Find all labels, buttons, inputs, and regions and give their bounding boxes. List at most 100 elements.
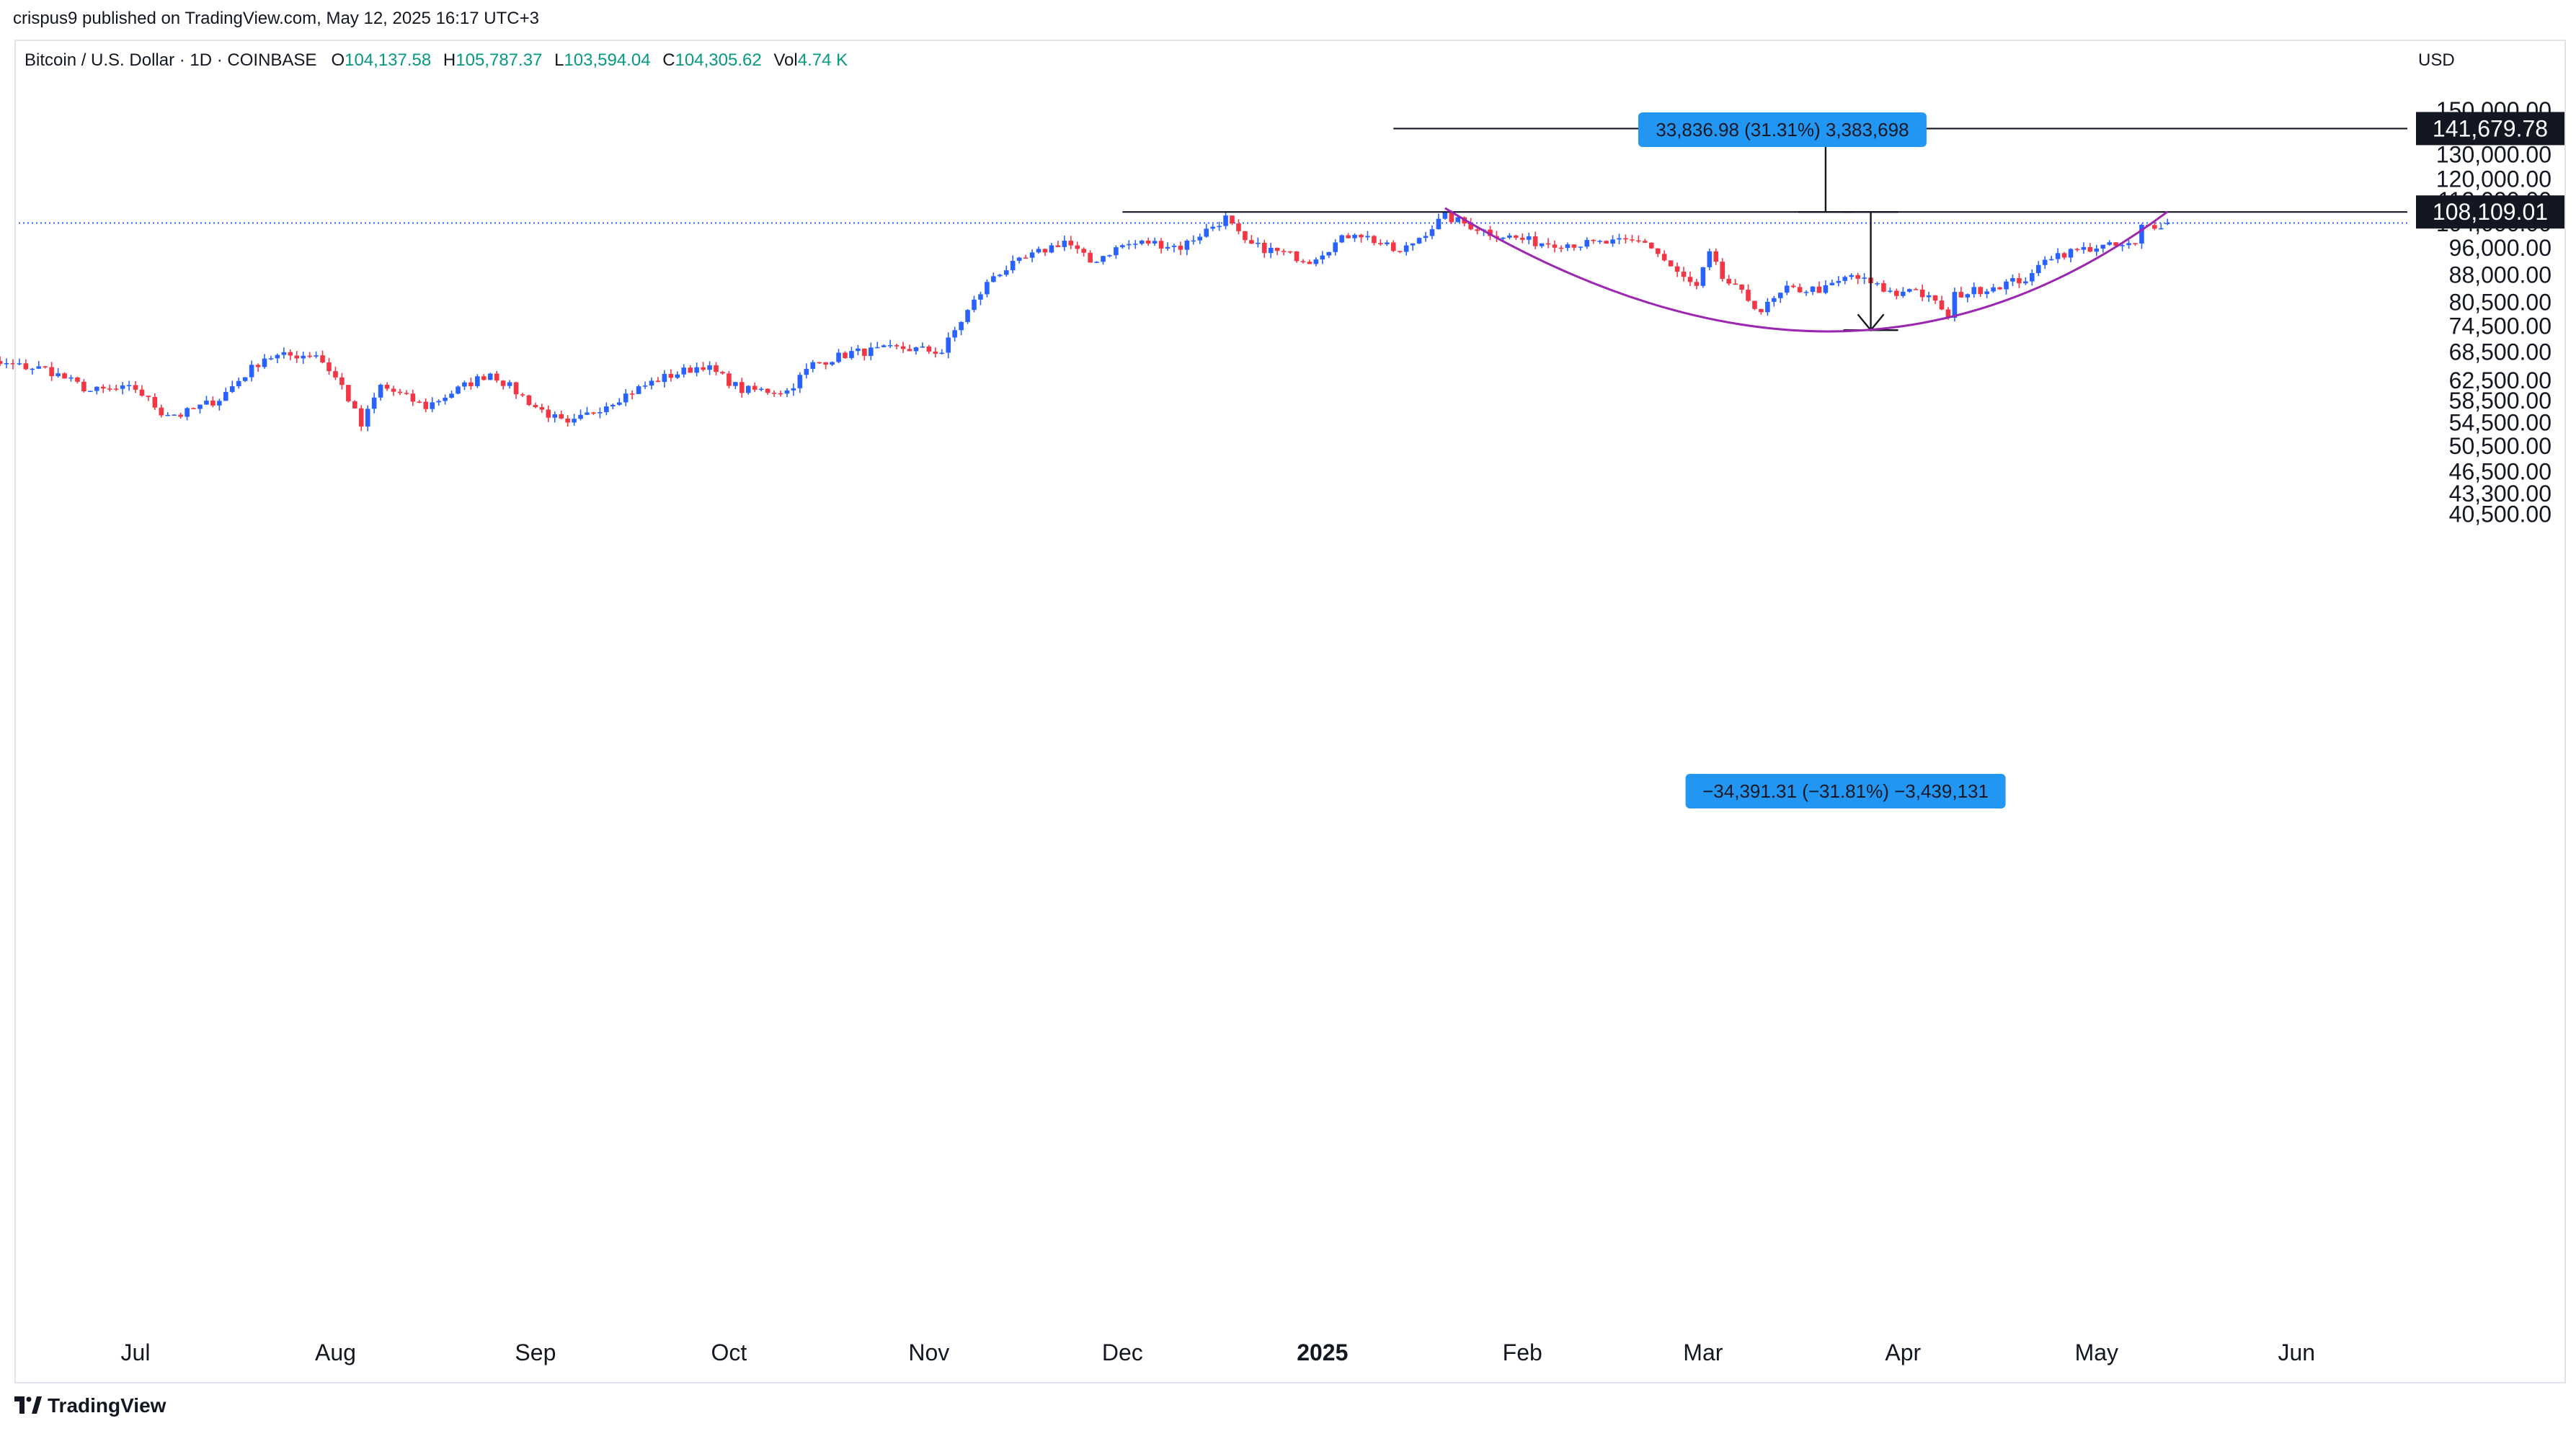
candle: [745, 385, 751, 395]
y-tick-label-10: 62,500.00: [2449, 367, 2551, 393]
candle-body: [1932, 295, 1938, 301]
candle: [585, 406, 590, 415]
candle: [456, 385, 461, 395]
candle: [533, 402, 538, 409]
candle: [1519, 233, 1525, 244]
currency-label[interactable]: USD: [2418, 50, 2455, 70]
candle-body: [856, 348, 861, 352]
candle: [1385, 240, 1390, 246]
candle: [2164, 218, 2170, 226]
candle-body: [1062, 241, 1067, 247]
candle-body: [758, 388, 764, 391]
candle: [655, 377, 661, 383]
candle: [1281, 249, 1287, 256]
candle-body: [242, 377, 248, 381]
ohlc-low-key: L: [554, 50, 564, 70]
candle: [1081, 247, 1086, 257]
candle: [1423, 231, 1429, 242]
candle: [1210, 223, 1215, 231]
y-axis[interactable]: 150,000.00130,000.00120,000.00112,000.00…: [2436, 97, 2551, 527]
candle-body: [1591, 240, 1596, 241]
candle: [1991, 283, 1996, 293]
candle: [339, 373, 345, 390]
candle: [1488, 226, 1493, 241]
candle-body: [346, 385, 351, 401]
candle: [546, 405, 551, 422]
candle: [1145, 237, 1151, 246]
candle: [1700, 267, 1706, 288]
candle: [1436, 213, 1442, 230]
x-tick-label-5: Dec: [1102, 1339, 1143, 1365]
candle-body: [1790, 285, 1796, 287]
tradingview-brand[interactable]: TradingView: [14, 1394, 166, 1417]
candle-body: [165, 414, 171, 416]
candle-body: [1855, 275, 1860, 279]
candle-body: [565, 418, 570, 423]
candle: [1881, 280, 1886, 293]
candle: [1132, 240, 1138, 249]
candle: [2087, 243, 2093, 253]
y-tick-label-15: 43,300.00: [2449, 481, 2551, 507]
candle-body: [526, 395, 532, 405]
candle: [778, 391, 783, 397]
candle-body: [262, 358, 267, 367]
candle: [1023, 254, 1029, 259]
candle: [146, 395, 151, 401]
candle: [275, 353, 280, 364]
candle-body: [462, 382, 467, 387]
candle-body: [1191, 240, 1196, 242]
candle: [694, 362, 699, 377]
candle: [810, 360, 816, 373]
candle: [1352, 233, 1357, 242]
candle-body: [36, 366, 42, 369]
candle-body: [887, 345, 893, 347]
candle: [68, 375, 74, 382]
candle-body: [178, 414, 183, 417]
candle-body: [2113, 242, 2118, 246]
candle-body: [727, 373, 732, 386]
candle: [1539, 243, 1545, 249]
candle-body: [849, 351, 854, 358]
measure-down-label-text: −34,391.31 (−31.81%) −3,439,131: [1702, 780, 1989, 802]
candle: [1003, 265, 1009, 277]
candle: [1997, 287, 2002, 290]
candle-body: [423, 401, 429, 409]
candle: [1300, 259, 1306, 264]
candle-body: [1733, 283, 1738, 285]
x-axis[interactable]: Jul Aug Sep Oct Nov Dec 2025 Feb Mar Apr May Jun: [121, 1339, 2316, 1365]
candle-body: [94, 386, 99, 391]
y-tick-label-1: 130,000.00: [2436, 141, 2551, 167]
candle: [604, 402, 609, 416]
candle-body: [1236, 223, 1241, 231]
candle-body: [1823, 285, 1829, 293]
candle: [1016, 257, 1022, 264]
candle: [1378, 239, 1383, 246]
candle-body: [585, 412, 590, 415]
candle: [281, 347, 287, 359]
candle-body: [2159, 228, 2164, 230]
candle: [307, 352, 312, 358]
candle: [1416, 237, 1422, 244]
candle: [417, 400, 422, 404]
candle-body: [1223, 215, 1228, 226]
candle: [1171, 244, 1177, 253]
publisher-line: crispus9 published on TradingView.com, M…: [13, 9, 539, 28]
candle-body: [1694, 282, 1700, 286]
candle: [2152, 221, 2157, 231]
candle-body: [894, 345, 900, 347]
candle-body: [1713, 251, 1719, 262]
candle-body: [1565, 244, 1571, 249]
candle-body: [1901, 291, 1906, 296]
candle-body: [869, 347, 874, 356]
candle: [1752, 300, 1757, 311]
candle-body: [1875, 283, 1880, 285]
candle: [1313, 257, 1319, 267]
candle: [1661, 250, 1667, 262]
candle-body: [675, 374, 680, 378]
candle-body: [1906, 289, 1912, 292]
candle-body: [978, 294, 983, 300]
candle-body: [1023, 257, 1029, 259]
candle-body: [217, 401, 222, 406]
x-tick-label-3: Oct: [711, 1339, 747, 1365]
